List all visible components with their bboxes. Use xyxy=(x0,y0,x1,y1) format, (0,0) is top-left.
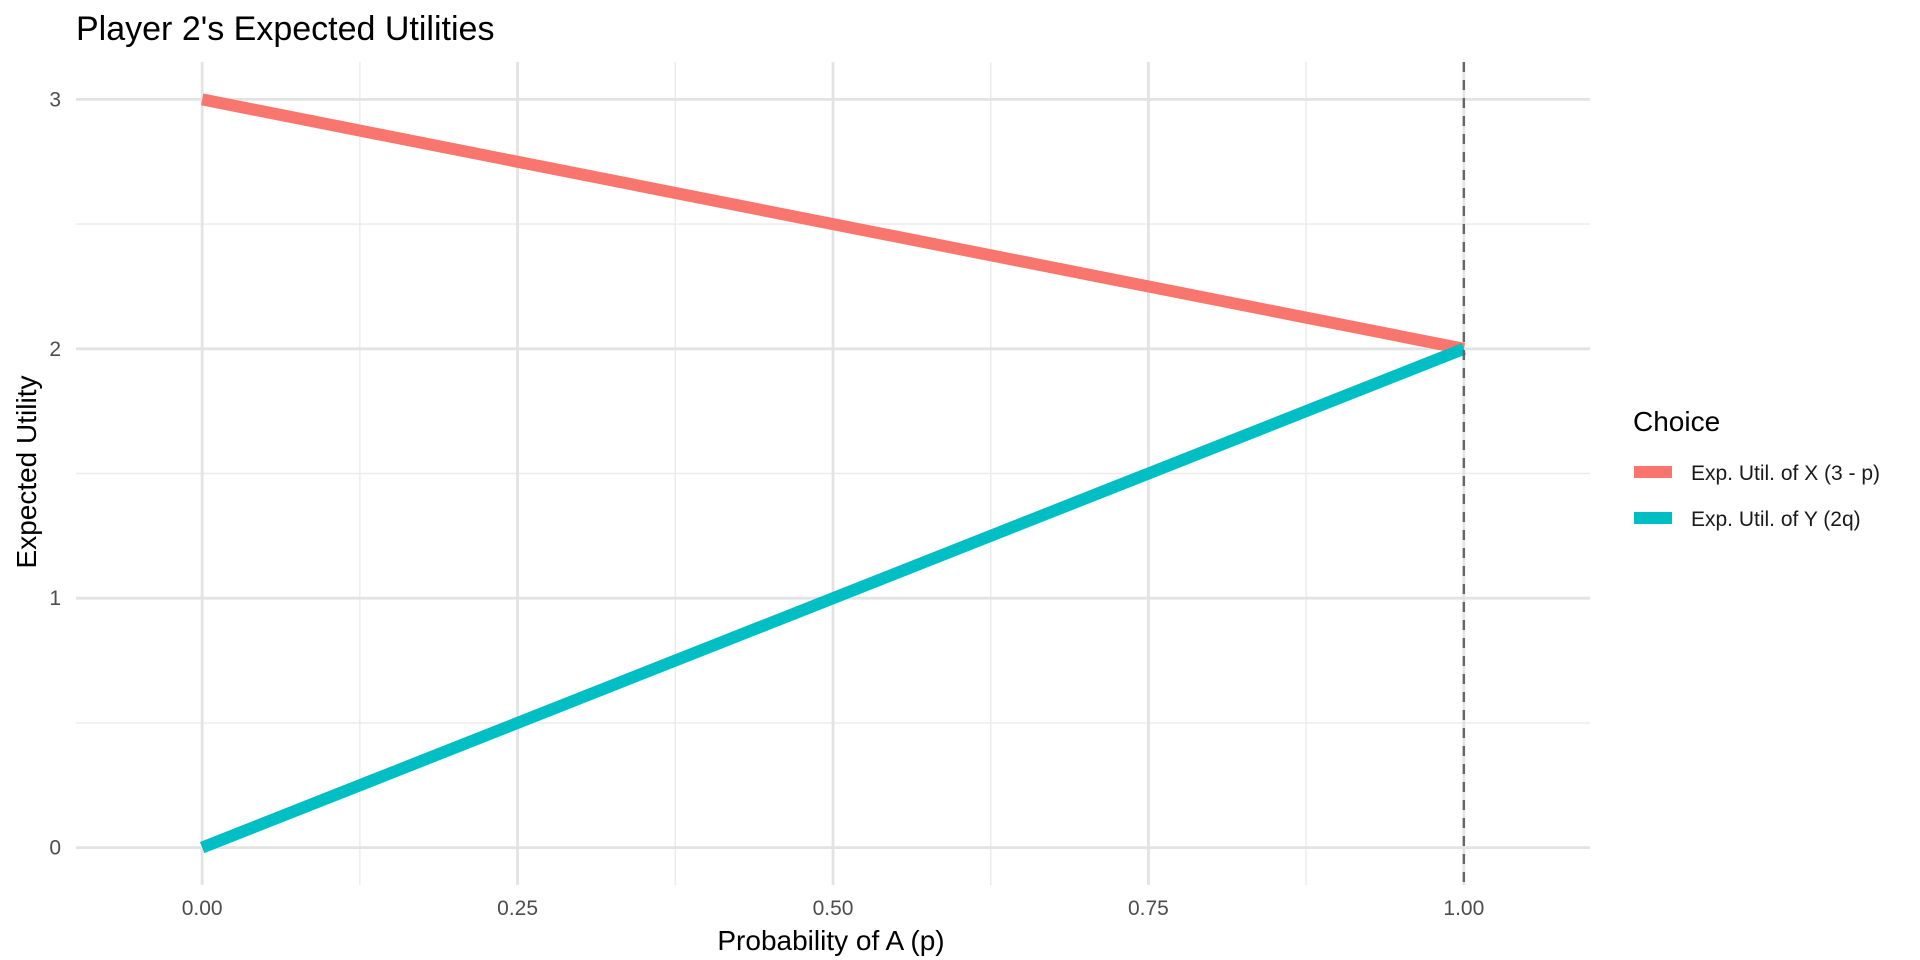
legend: Choice Exp. Util. of X (3 - p)Exp. Util.… xyxy=(1633,406,1880,531)
chart-title: Player 2's Expected Utilities xyxy=(76,10,494,48)
series-line-1 xyxy=(199,343,1467,854)
y-tick-label: 2 xyxy=(49,338,61,361)
x-axis-title: Probability of A (p) xyxy=(717,925,944,956)
y-tick-label: 0 xyxy=(49,837,61,860)
x-tick-label: 0.50 xyxy=(813,897,854,920)
x-tick-label: 0.75 xyxy=(1128,897,1169,920)
legend-label-0: Exp. Util. of X (3 - p) xyxy=(1691,462,1880,485)
x-tick-label: 0.00 xyxy=(182,897,223,920)
legend-title: Choice xyxy=(1633,406,1720,437)
y-tick-label: 1 xyxy=(49,587,61,610)
legend-label-1: Exp. Util. of Y (2q) xyxy=(1691,508,1861,531)
y-tick-label: 3 xyxy=(49,88,61,111)
y-axis-title: Expected Utility xyxy=(11,376,42,569)
legend-items: Exp. Util. of X (3 - p) Exp. Util. of Y (… xyxy=(1634,462,1880,531)
x-tick-label: 0.25 xyxy=(497,897,538,920)
x-tick-label: 1.00 xyxy=(1443,897,1484,920)
x-axis-tick-labels: 0.00 0.25 0.50 0.75 1.00 xyxy=(182,897,1485,920)
series-line-0 xyxy=(201,93,1465,355)
series-lines xyxy=(199,93,1467,854)
y-axis-tick-labels: 0 1 2 3 xyxy=(49,88,61,859)
